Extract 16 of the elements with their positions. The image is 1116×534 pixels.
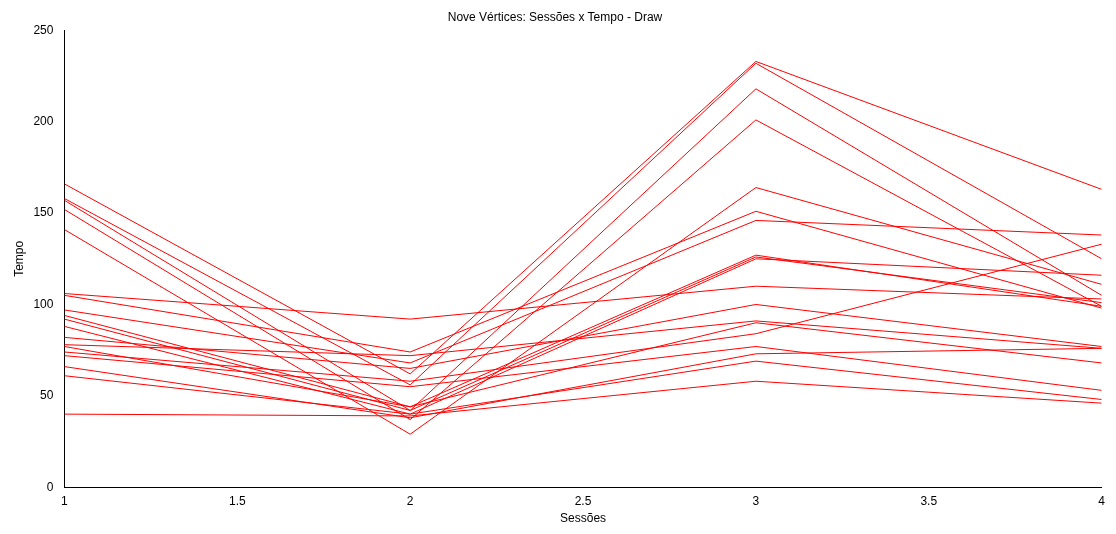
x-tick-label: 4	[1098, 493, 1106, 508]
y-tick-label: 100	[33, 296, 54, 311]
x-tick-label: 1.5	[228, 493, 246, 508]
x-tick-label: 3.5	[920, 493, 938, 508]
y-tick-label: 250	[33, 22, 54, 37]
x-tick-label: 2	[406, 493, 414, 508]
y-tick-label: 0	[46, 479, 54, 494]
x-axis-title: Sessões	[560, 511, 607, 526]
x-tick-label: 2.5	[574, 493, 592, 508]
y-tick-label: 50	[40, 388, 54, 403]
y-axis-title: Tempo	[11, 240, 26, 277]
y-tick-label: 200	[33, 114, 54, 129]
x-tick-label: 1	[61, 493, 69, 508]
x-tick-label: 3	[752, 493, 760, 508]
y-tick-label: 150	[33, 205, 54, 220]
chart-title: Nove Vértices: Sessões x Tempo - Draw	[447, 9, 663, 24]
